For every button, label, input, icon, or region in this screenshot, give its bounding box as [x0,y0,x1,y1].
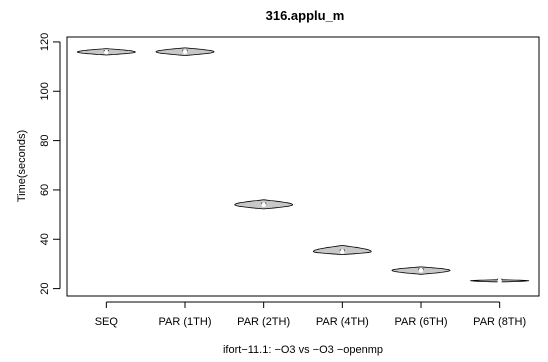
y-tick-label: 20 [39,282,51,294]
y-tick-label: 120 [39,33,51,51]
median-point [497,278,502,284]
y-axis-label: Time(seconds) [16,130,28,202]
y-tick-label: 100 [39,82,51,100]
x-tick-label: PAR (1TH) [159,316,212,328]
chart-title: 316.applu_m [266,8,345,23]
plot-frame [66,36,540,297]
violin-series [76,47,530,284]
x-axis-label: ifort−11.1: −O3 vs −O3 −openmp [223,344,383,356]
median-point [418,268,424,273]
x-tick-label: PAR (4TH) [316,316,369,328]
x-tick-label: PAR (8TH) [473,316,526,328]
median-point [104,49,109,55]
x-axis: SEQ PAR (1TH) PAR (2TH) PAR (4TH) PAR (6TH) P… [95,301,526,328]
x-tick-label: SEQ [95,316,119,328]
median-point [182,49,188,55]
median-point [340,249,345,254]
median-point [261,202,266,208]
y-axis: 20 40 60 80 100 120 [39,33,61,295]
y-tick-label: 80 [39,134,51,146]
y-tick-label: 40 [39,233,51,245]
y-tick-label: 60 [39,184,51,196]
x-tick-label: PAR (6TH) [395,316,448,328]
x-tick-label: PAR (2TH) [237,316,290,328]
